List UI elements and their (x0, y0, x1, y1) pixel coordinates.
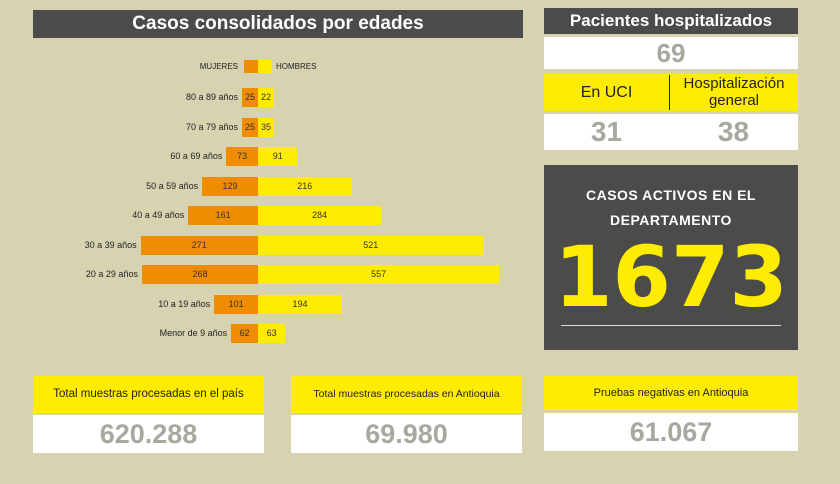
age-pyramid-chart: MUJERES HOMBRES 80 a 89 años 25 22 70 a 79 … (0, 0, 540, 360)
box-negativas-label: Pruebas negativas en Antioquia (544, 376, 798, 410)
category-label: 30 a 39 años (84, 239, 137, 250)
active-line1: CASOS ACTIVOS EN EL (585, 187, 756, 203)
box-pais-value: 620.288 (33, 415, 264, 453)
bar-mujeres: 62 (231, 324, 258, 343)
category-label: 20 a 29 años (85, 269, 138, 279)
legend-swatch-hombres (258, 60, 272, 73)
general-value: 38 (669, 114, 798, 150)
bar-mujeres: 25 (242, 117, 258, 137)
bar-hombres: 194 (258, 294, 342, 314)
bar-hombres: 35 (258, 117, 274, 137)
bar-mujeres: 161 (188, 206, 258, 225)
bar-mujeres: 101 (214, 294, 258, 314)
legend-swatch-mujeres (244, 60, 258, 73)
box-pais-label: Total muestras procesadas en el país (33, 376, 264, 413)
bar-mujeres: 129 (202, 176, 258, 196)
box-negativas-value: 61.067 (544, 413, 798, 451)
category-label: 50 a 59 años (146, 180, 199, 191)
general-label-line2: general (708, 92, 760, 109)
legend-hombres: HOMBRES (276, 62, 317, 71)
bar-mujeres: 268 (141, 265, 258, 284)
category-label: 80 a 89 años (185, 92, 238, 102)
hospital-title: Pacientes hospitalizados (544, 8, 798, 34)
category-label: Menor de 9 años (159, 328, 228, 338)
chart-title: Casos consolidados por edades (33, 10, 523, 38)
general-label-line1: Hospitalización (683, 75, 785, 92)
bar-hombres: 91 (258, 147, 298, 166)
uci-value: 31 (544, 114, 669, 150)
category-label: 40 a 49 años (132, 210, 185, 220)
uci-label: En UCI (544, 74, 669, 111)
bar-hombres: 284 (258, 206, 381, 225)
bar-hombres: 521 (258, 235, 484, 255)
general-label: Hospitalización general (670, 74, 798, 111)
active-cases-panel: CASOS ACTIVOS EN EL DEPARTAMENTO 1673 (544, 165, 798, 350)
bar-mujeres: 271 (140, 235, 258, 255)
hospital-total: 69 (544, 37, 798, 69)
legend-mujeres: MUJERES (199, 62, 238, 71)
bar-hombres: 22 (258, 88, 274, 107)
bar-hombres: 557 (258, 265, 500, 284)
category-label: 10 a 19 años (158, 298, 211, 309)
bar-mujeres: 25 (242, 88, 258, 107)
bar-hombres: 216 (258, 176, 352, 196)
underline (561, 325, 781, 326)
category-label: 60 a 69 años (170, 151, 223, 161)
divider (669, 75, 670, 110)
active-value: 1673 (554, 228, 788, 326)
bar-mujeres: 73 (226, 147, 258, 166)
active-line2: DEPARTAMENTO (610, 212, 732, 228)
category-label: 70 a 79 años (185, 121, 238, 132)
bar-hombres: 63 (258, 324, 286, 343)
box-antioquia-label: Total muestras procesadas en Antioquia (291, 376, 522, 413)
box-antioquia-value: 69.980 (291, 415, 522, 453)
